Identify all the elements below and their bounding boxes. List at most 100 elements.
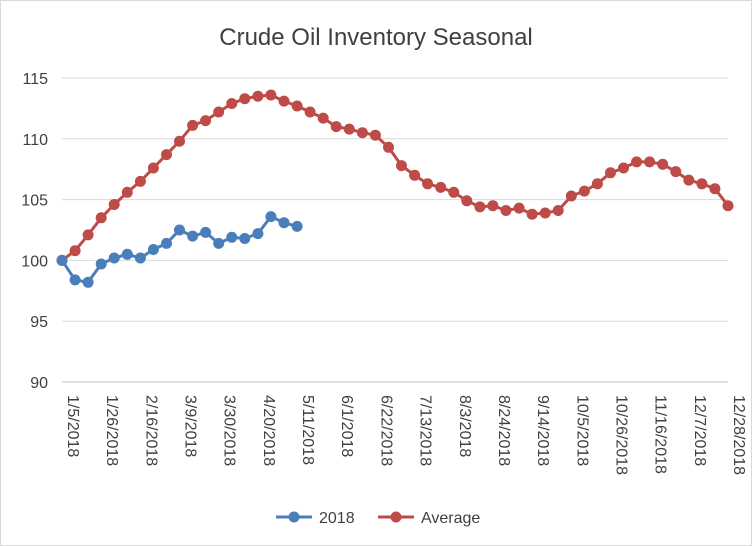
data-point-average [383, 141, 394, 153]
data-point-average [187, 119, 199, 131]
data-point-average [108, 199, 120, 210]
series-lines [56, 89, 734, 288]
data-point-average [95, 212, 107, 224]
x-tick-label: 2/16/2018 [142, 395, 159, 466]
x-tick-label: 7/13/2018 [417, 395, 434, 466]
gridlines [62, 77, 728, 383]
x-tick-label: 12/7/2018 [691, 395, 708, 466]
data-point-average [644, 156, 656, 168]
data-point-average [278, 95, 290, 107]
data-point-2018 [69, 274, 81, 286]
x-tick-label: 1/26/2018 [103, 395, 120, 466]
data-point-average [330, 121, 342, 133]
data-point-average [565, 190, 577, 202]
data-point-2018 [147, 244, 159, 255]
legend-average-label: Average [421, 510, 480, 527]
data-point-average [631, 156, 643, 168]
x-tick-label: 6/1/2018 [338, 395, 355, 457]
data-point-average [343, 123, 355, 135]
x-tick-label: 4/20/2018 [260, 395, 277, 466]
x-tick-label: 10/5/2018 [573, 395, 590, 466]
data-point-average [591, 178, 603, 190]
data-point-average [422, 178, 434, 190]
data-point-average [304, 106, 316, 118]
data-point-2018 [226, 231, 238, 243]
x-tick-label: 9/14/2018 [534, 395, 551, 466]
data-point-2018 [252, 228, 264, 240]
data-point-average [239, 93, 251, 105]
data-point-average [435, 181, 447, 193]
x-axis-tick-labels: 1/5/2018 1/26/2018 2/16/2018 3/9/2018 3/30/2… [64, 395, 747, 475]
legend-2018-label: 2018 [319, 510, 355, 527]
data-point-average [709, 183, 721, 195]
y-tick-label: 115 [22, 71, 48, 88]
data-point-average [396, 160, 407, 172]
data-point-average [500, 205, 512, 216]
data-point-2018 [278, 217, 290, 229]
x-tick-label: 11/16/2018 [652, 395, 669, 474]
data-point-average [200, 115, 212, 127]
data-point-average [605, 167, 616, 179]
data-point-average [513, 202, 525, 214]
data-point-average [147, 162, 159, 174]
data-point-average [174, 135, 185, 147]
data-point-average [448, 186, 460, 198]
data-point-average [252, 90, 264, 102]
data-point-average [356, 127, 368, 139]
data-point-2018 [134, 252, 146, 264]
y-tick-label: 90 [30, 375, 48, 392]
x-tick-label: 1/5/2018 [64, 395, 81, 457]
y-tick-label: 105 [21, 193, 48, 210]
data-point-average [226, 98, 238, 109]
data-point-2018 [239, 233, 251, 244]
x-tick-label: 5/11/2018 [299, 395, 316, 465]
data-point-average [82, 229, 94, 241]
x-tick-label: 3/30/2018 [221, 395, 238, 466]
data-point-average [161, 149, 172, 161]
chart-title: Crude Oil Inventory Seasonal [219, 24, 533, 51]
data-point-average [670, 166, 682, 178]
series-line-average [61, 93, 730, 262]
x-tick-label: 12/28/2018 [730, 395, 747, 475]
data-point-average [487, 200, 499, 212]
legend-average-marker [390, 511, 402, 523]
x-tick-label: 3/9/2018 [182, 395, 199, 457]
data-point-2018 [187, 230, 199, 242]
data-point-2018 [265, 211, 277, 223]
data-point-average [461, 195, 473, 207]
data-point-average [722, 200, 734, 212]
legend-2018-marker [288, 511, 300, 523]
data-point-average [552, 205, 564, 216]
data-point-average [369, 129, 381, 141]
data-point-average [265, 89, 277, 101]
data-point-average [657, 158, 669, 170]
data-point-average [474, 201, 486, 213]
x-tick-label: 6/22/2018 [377, 395, 394, 466]
y-tick-label: 100 [21, 253, 48, 270]
x-tick-label: 8/24/2018 [495, 395, 512, 466]
data-point-average [578, 185, 590, 197]
y-axis-tick-labels: 90 95 100 105 110 115 [21, 71, 48, 392]
data-point-average [69, 245, 81, 257]
data-point-average [134, 175, 146, 187]
data-point-average [526, 208, 538, 220]
legend: 2018 Average [276, 510, 480, 527]
data-point-average [317, 112, 329, 124]
data-point-average [213, 106, 225, 118]
data-point-2018 [200, 226, 212, 238]
y-tick-label: 95 [30, 314, 48, 331]
data-point-2018 [121, 248, 133, 260]
y-tick-label: 110 [22, 132, 48, 149]
data-point-2018 [82, 276, 94, 288]
data-point-average [539, 207, 551, 219]
x-tick-label: 8/3/2018 [456, 395, 473, 457]
data-point-average [291, 100, 303, 112]
data-point-average [696, 178, 708, 190]
data-point-average [121, 186, 133, 198]
data-point-2018 [95, 258, 107, 270]
data-point-2018 [161, 237, 172, 249]
data-point-2018 [174, 224, 185, 236]
data-point-2018 [213, 237, 225, 249]
